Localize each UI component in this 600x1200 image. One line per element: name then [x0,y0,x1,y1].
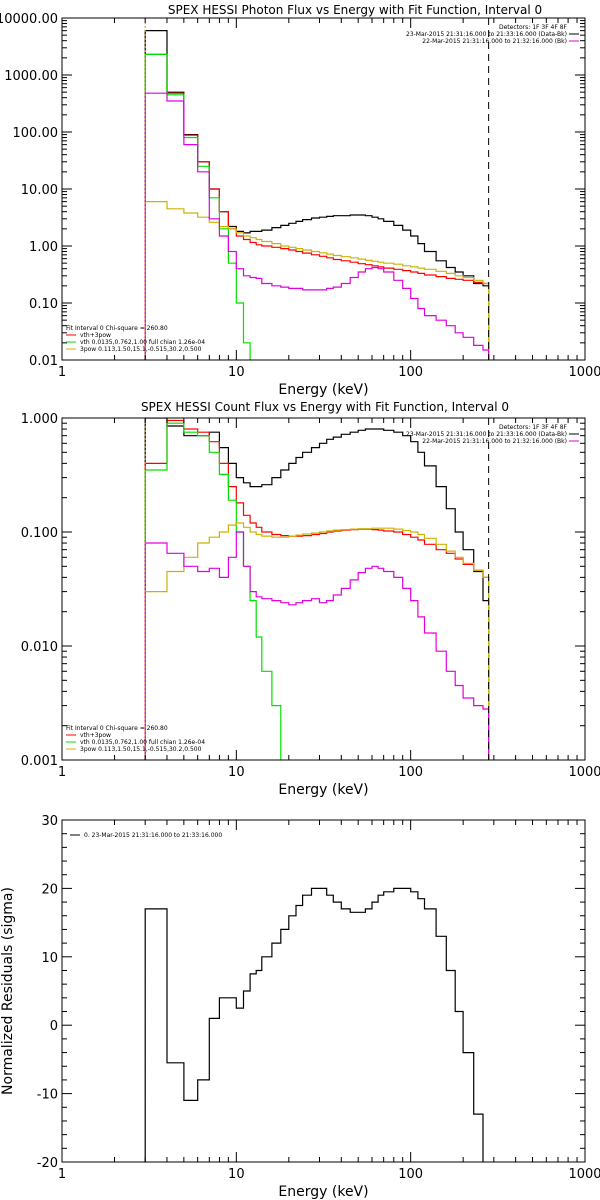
x-tick-label: 100 [398,1167,423,1182]
series-group [144,887,490,1162]
legend-entry-text: vth+3pow [80,732,111,739]
x-tick-label: 1 [58,365,66,380]
x-tick-label: 10 [228,1167,245,1182]
series-line-0 [144,887,490,1162]
y-tick-label: 30 [41,814,58,829]
y-tick-label: 0 [50,1019,58,1034]
y-tick-label: 100.00 [13,126,59,141]
y-axis-label: Normalized Residuals (sigma) [0,887,16,1095]
x-axis-label: Energy (keV) [278,782,368,798]
y-tick-label: 1.000 [21,412,58,427]
legend-entry-text: vth+3pow [80,332,111,339]
legend-entry-text: 23-Mar-2015 21:31:16.000 to 21:33:16.000… [406,31,567,38]
series-group [144,418,490,760]
y-tick-label: 10.00 [21,183,58,198]
legend-entry-text: Detectors: 1F 3F 4F 8F [499,424,568,431]
legend-entry-text: 3pow 0.113,1.50,15.1,-0.515,30.2,0.500 [80,746,202,753]
legend-entry-text: 22-Mar-2015 21:31:16.000 to 21:32:16.000… [422,38,567,45]
panel-title: SPEX HESSI Count Flux vs Energy with Fit… [141,400,509,414]
x-tick-label: 100 [398,765,423,780]
series-line-2 [144,422,490,760]
legend-entry-text: Detectors: 1F 3F 4F 8F [499,24,568,31]
y-tick-label: -10 [37,1088,58,1103]
x-tick-label: 10 [228,765,245,780]
legend-entry-text: 3pow 0.113,1.50,15.1,-0.515,30.2,0.500 [80,346,202,353]
series-line-0 [144,418,490,760]
legend-entry-text: vth 0.0135,0.762,1.00 full chian 1.26e-0… [80,739,205,746]
legend-entry-text: 22-Mar-2015 21:31:16.000 to 21:32:16.000… [422,438,567,445]
legend-entry-text: 0. 23-Mar-2015 21:31:16.000 to 21:33:16.… [84,832,222,839]
plot-frame [61,17,586,361]
legend-entry-text: Fit Interval 0 Chi-square = 260.80 [66,725,168,732]
legend-entry-text: Fit Interval 0 Chi-square = 260.80 [66,325,168,332]
legend-entry-text: vth 0.0135,0.762,1.00 full chian 1.26e-0… [80,339,205,346]
panel-title: SPEX HESSI Photon Flux vs Energy with Fi… [168,3,542,17]
y-tick-label: 0.010 [21,640,58,655]
legend-entry-text: 23-Mar-2015 21:31:16.000 to 21:33:16.000… [406,431,567,438]
x-tick-label: 1000 [568,1167,600,1182]
series-line-0 [144,30,490,360]
x-tick-label: 1 [58,765,66,780]
y-tick-label: 10000.00 [0,12,58,27]
photon-flux-panel: SPEX HESSI Photon Flux vs Energy with Fi… [0,3,600,398]
x-tick-label: 1 [58,1167,66,1182]
y-tick-label: 0.100 [21,526,58,541]
y-tick-label: 1000.00 [4,69,58,84]
y-tick-label: 1.00 [29,240,58,255]
y-tick-label: 0.10 [29,297,58,312]
series-group [144,30,490,360]
x-axis-label: Energy (keV) [278,382,368,398]
x-tick-label: 100 [398,365,423,380]
series-line-3 [144,201,490,360]
y-tick-label: 0.001 [21,754,58,769]
series-line-4 [144,531,490,760]
series-line-1 [144,53,490,360]
plot-frame [61,417,586,761]
y-tick-label: -20 [37,1156,58,1171]
x-tick-label: 1000 [568,365,600,380]
y-tick-label: 20 [41,882,58,897]
residuals-panel: 1 10 100 1000 -20 -10 0 10 20 30 Energy (keV) Norma… [0,814,600,1200]
y-tick-label: 0.01 [29,354,58,369]
x-axis-label: Energy (keV) [278,1184,368,1200]
plot-frame [61,819,586,1163]
series-line-3 [144,522,490,760]
y-tick-label: 10 [41,951,58,966]
x-tick-label: 10 [228,365,245,380]
series-line-4 [144,92,490,360]
x-tick-label: 1000 [568,765,600,780]
series-line-1 [144,419,490,760]
count-flux-panel: SPEX HESSI Count Flux vs Energy with Fit… [21,400,600,798]
